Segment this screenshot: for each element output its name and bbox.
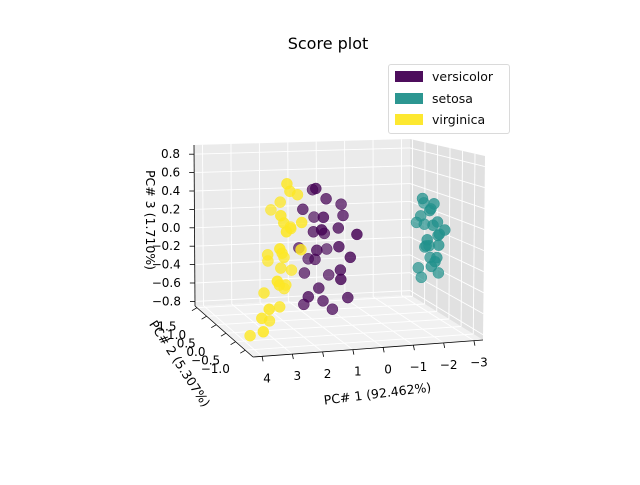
x-tick-label: −1 [410, 360, 428, 374]
data-point-versicolor [345, 252, 356, 263]
z-tick-label: 0.8 [161, 147, 180, 161]
data-point-setosa [433, 267, 444, 278]
data-point-versicolor [318, 212, 329, 223]
x-tick-mark [323, 352, 324, 357]
x-tick-mark [292, 354, 293, 359]
y-tick-mark [211, 325, 216, 328]
legend-item-setosa: setosa [395, 90, 473, 106]
x-tick-mark [262, 356, 263, 361]
data-point-virginica [274, 301, 285, 312]
legend-label-setosa: setosa [432, 91, 473, 106]
data-point-setosa [411, 217, 422, 228]
x-tick-mark [383, 347, 384, 352]
data-point-setosa [429, 198, 440, 209]
data-point-virginica [279, 252, 290, 263]
data-point-setosa [433, 240, 444, 251]
data-point-setosa [428, 220, 439, 231]
data-point-virginica [286, 265, 297, 276]
data-point-versicolor [338, 210, 349, 221]
data-point-virginica [258, 326, 269, 337]
legend-item-virginica: virginica [395, 111, 485, 127]
data-point-virginica [265, 204, 276, 215]
data-point-versicolor [303, 253, 314, 264]
data-point-virginica [279, 283, 290, 294]
y-tick-mark [192, 308, 197, 311]
data-point-virginica [245, 330, 256, 341]
z-tick-label: 0.0 [161, 221, 180, 235]
data-point-setosa [439, 225, 450, 236]
data-point-versicolor [316, 224, 327, 235]
x-tick-mark [474, 341, 475, 346]
data-point-virginica [262, 256, 273, 267]
data-point-versicolor [321, 193, 332, 204]
z-tick-label: 0.6 [161, 166, 180, 180]
data-point-versicolor [307, 184, 318, 195]
legend-item-versicolor: versicolor [395, 68, 493, 84]
data-point-setosa [418, 197, 429, 208]
x-tick-label: −2 [440, 358, 458, 372]
data-point-versicolor [318, 295, 329, 306]
y-tick-mark [221, 333, 226, 336]
data-point-virginica [281, 226, 292, 237]
data-point-virginica [296, 244, 307, 255]
x-tick-mark [444, 343, 445, 348]
x-tick-mark [413, 345, 414, 350]
data-point-versicolor [298, 299, 309, 310]
z-tick-label: −0.6 [152, 276, 181, 290]
legend-swatch-virginica [395, 114, 423, 125]
data-point-virginica [264, 315, 275, 326]
legend-swatch-setosa [395, 93, 423, 104]
x-tick-mark [353, 350, 354, 355]
data-point-versicolor [321, 244, 332, 255]
data-point-versicolor [299, 268, 310, 279]
data-point-versicolor [336, 199, 347, 210]
legend-swatch-versicolor [395, 71, 423, 82]
legend: versicolor setosa virginica [388, 64, 510, 134]
data-point-versicolor [327, 304, 338, 315]
data-point-versicolor [333, 223, 344, 234]
y-tick-mark [240, 350, 245, 353]
x-tick-label: 2 [324, 367, 332, 381]
data-point-setosa [416, 272, 427, 283]
data-point-versicolor [351, 229, 362, 240]
data-point-virginica [259, 288, 270, 299]
legend-label-virginica: virginica [432, 112, 485, 127]
data-point-virginica [264, 304, 275, 315]
data-point-virginica [296, 217, 307, 228]
x-tick-label: 4 [263, 371, 271, 385]
data-point-setosa [413, 262, 424, 273]
data-point-virginica [275, 197, 286, 208]
data-point-versicolor [313, 283, 324, 294]
z-axis-label: PC# 3 (1.710%) [143, 170, 158, 270]
y-tick-mark [202, 316, 207, 319]
chart-title: Score plot [288, 34, 369, 53]
x-tick-label: −3 [470, 356, 488, 370]
z-tick-label: −0.8 [152, 294, 181, 308]
legend-label-versicolor: versicolor [432, 69, 493, 84]
x-axis-label: PC# 1 (92.462%) [323, 380, 432, 408]
data-point-virginica [275, 263, 286, 274]
z-tick-label: 0.4 [161, 184, 180, 198]
data-point-versicolor [342, 292, 353, 303]
data-point-versicolor [335, 274, 346, 285]
data-point-versicolor [333, 241, 344, 252]
data-point-setosa [431, 252, 442, 263]
data-point-versicolor [323, 269, 334, 280]
x-tick-label: 3 [294, 369, 302, 383]
z-tick-label: 0.2 [161, 202, 180, 216]
data-point-virginica [292, 189, 303, 200]
x-tick-label: 0 [384, 362, 392, 376]
x-tick-label: 1 [354, 365, 362, 379]
data-point-versicolor [297, 204, 308, 215]
y-tick-mark [231, 342, 236, 345]
data-point-setosa [424, 240, 435, 251]
